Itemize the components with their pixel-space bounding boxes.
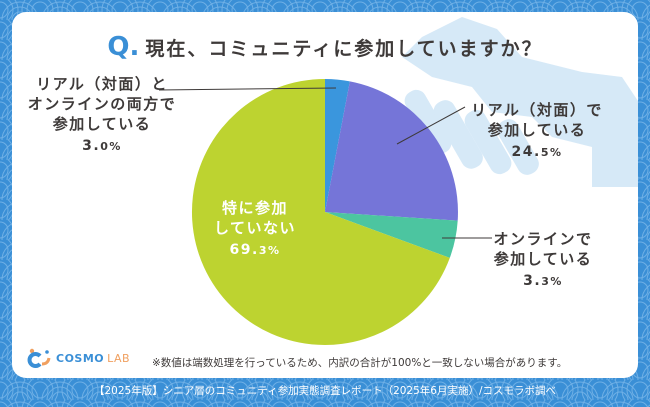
- page-title: Q. 現在、コミュニティに参加していますか？: [12, 32, 638, 62]
- source-footer: 【2025年版】シニア層のコミュニティ参加実態調査レポート（2025年6月実施）…: [93, 385, 557, 397]
- question-text: 現在、コミュニティに参加していますか？: [145, 38, 543, 60]
- label-both-percent: 3.0%: [82, 138, 122, 154]
- label-offline-line1: リアル（対面）で: [471, 101, 603, 119]
- label-both: リアル（対面）と オンラインの両方で 参加している 3.0%: [22, 74, 182, 157]
- label-both-line3: 参加している: [52, 115, 152, 133]
- label-both-line1: リアル（対面）と: [36, 75, 168, 93]
- cosmo-lab-logo: COSMO LAB: [26, 348, 130, 368]
- label-online: オンラインで 参加している 3.3%: [488, 229, 598, 292]
- label-offline: リアル（対面）で 参加している 24.5%: [462, 100, 612, 163]
- label-online-line2: 参加している: [493, 250, 593, 268]
- cosmo-logo-icon: [27, 348, 51, 368]
- question-mark-label: Q.: [107, 32, 140, 62]
- label-none: 特に参加 していない 69.3%: [200, 198, 310, 261]
- label-none-line2: していない: [213, 219, 297, 237]
- pie-slice-both: [325, 79, 350, 212]
- label-none-line1: 特に参加: [221, 199, 288, 217]
- pie-slice-offline: [325, 81, 458, 221]
- pie-slice-online: [325, 212, 458, 258]
- label-online-percent: 3.3%: [523, 273, 563, 289]
- rounding-note: ※数値は端数処理を行っているため、内訳の合計が100%と一致しない場合があります…: [152, 357, 568, 369]
- logo-text: COSMO LAB: [56, 351, 131, 365]
- chart-card: Q. 現在、コミュニティに参加していますか？ リアル（対面）と オンラインの両方で…: [12, 12, 638, 378]
- label-both-line2: オンラインの両方で: [27, 95, 177, 113]
- label-online-line1: オンラインで: [493, 230, 593, 248]
- pie-slice-none: [191, 79, 450, 346]
- label-offline-percent: 24.5%: [511, 144, 563, 160]
- label-offline-line2: 参加している: [487, 121, 587, 139]
- pie-chart: [191, 79, 458, 346]
- label-none-percent: 69.3%: [229, 242, 281, 258]
